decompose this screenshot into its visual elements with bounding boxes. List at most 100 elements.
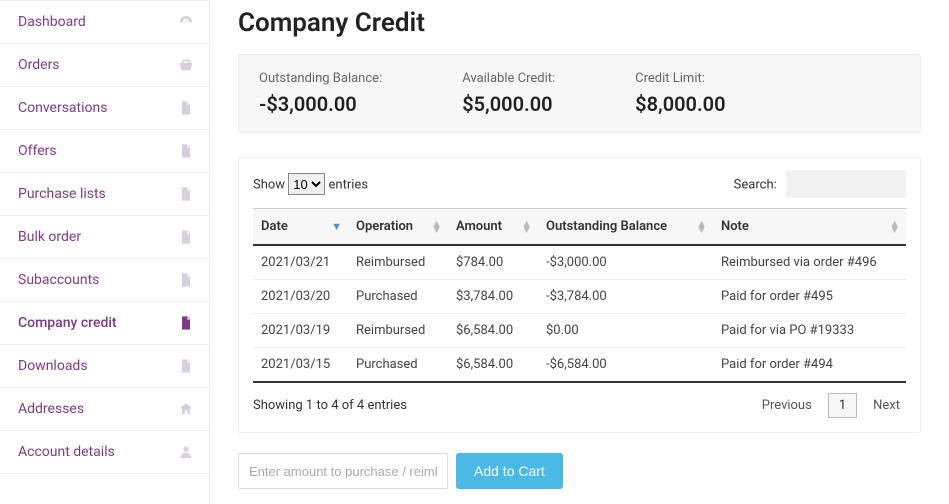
table-info: Showing 1 to 4 of 4 entries — [253, 398, 407, 413]
cell-operation: Reimbursed — [348, 314, 448, 348]
sidebar-item-company-credit[interactable]: Company credit — [0, 302, 209, 345]
cell-balance: $0.00 — [538, 314, 713, 348]
transactions-card: Show 10 entries Search: Date ▼ — [238, 157, 921, 433]
sidebar-item-label: Orders — [18, 57, 60, 73]
add-to-cart-button[interactable]: Add to Cart — [456, 453, 563, 489]
page-size-select[interactable]: 10 — [288, 173, 325, 195]
cell-note: Reimbursed via order #496 — [713, 245, 906, 280]
cell-note: Paid for via PO #19333 — [713, 314, 906, 348]
summary-available-value: $5,000.00 — [462, 92, 555, 116]
summary-outstanding-value: -$3,000.00 — [259, 92, 382, 116]
sidebar-list: Dashboard Orders Conversations Offers Purcha… — [0, 0, 209, 474]
search-label: Search: — [734, 178, 777, 193]
sidebar-item-account-details[interactable]: Account details — [0, 431, 209, 474]
cell-balance: -$3,784.00 — [538, 280, 713, 314]
cell-operation: Purchased — [348, 280, 448, 314]
cell-amount: $6,584.00 — [448, 348, 538, 383]
cell-operation: Purchased — [348, 348, 448, 383]
page-title: Company Credit — [238, 8, 921, 38]
show-entries: Show 10 entries — [253, 173, 368, 195]
doc-icon — [178, 272, 194, 288]
summary-outstanding-label: Outstanding Balance: — [259, 71, 382, 86]
doc-icon — [178, 358, 194, 374]
cell-note: Paid for order #495 — [713, 280, 906, 314]
cell-date: 2021/03/15 — [253, 348, 348, 383]
sort-icon: ▲▼ — [431, 221, 442, 233]
sidebar-item-offers[interactable]: Offers — [0, 130, 209, 173]
home-icon — [178, 401, 194, 417]
col-note[interactable]: Note ▲▼ — [713, 209, 906, 246]
search-input[interactable] — [786, 170, 906, 198]
doc-icon — [178, 143, 194, 159]
cell-date: 2021/03/20 — [253, 280, 348, 314]
user-icon — [178, 444, 194, 460]
search-wrap: Search: — [734, 170, 906, 198]
purchase-actions: Add to Cart — [238, 453, 921, 489]
basket-icon — [178, 57, 194, 73]
cell-balance: -$3,000.00 — [538, 245, 713, 280]
pager-next[interactable]: Next — [867, 394, 906, 417]
sidebar-item-label: Downloads — [18, 358, 88, 374]
credit-summary: Outstanding Balance: -$3,000.00 Availabl… — [238, 54, 921, 133]
doc-icon — [178, 229, 194, 245]
sidebar-item-label: Purchase lists — [18, 186, 106, 202]
sidebar-item-label: Offers — [18, 143, 57, 159]
transactions-body: 2021/03/21Reimbursed$784.00-$3,000.00Rei… — [253, 245, 906, 382]
sidebar-item-conversations[interactable]: Conversations — [0, 87, 209, 130]
sidebar-item-dashboard[interactable]: Dashboard — [0, 0, 209, 44]
table-row: 2021/03/20Purchased$3,784.00-$3,784.00Pa… — [253, 280, 906, 314]
sidebar-item-label: Company credit — [18, 315, 117, 331]
sidebar-item-label: Dashboard — [18, 14, 86, 30]
sidebar-item-subaccounts[interactable]: Subaccounts — [0, 259, 209, 302]
sidebar-item-label: Conversations — [18, 100, 107, 116]
sidebar-item-orders[interactable]: Orders — [0, 44, 209, 87]
cell-amount: $6,584.00 — [448, 314, 538, 348]
show-prefix: Show — [253, 178, 285, 193]
sidebar-item-label: Bulk order — [18, 229, 81, 245]
col-operation[interactable]: Operation ▲▼ — [348, 209, 448, 246]
cell-date: 2021/03/19 — [253, 314, 348, 348]
cell-note: Paid for order #494 — [713, 348, 906, 383]
doc-icon — [178, 100, 194, 116]
dashboard-icon — [178, 14, 194, 30]
cell-amount: $3,784.00 — [448, 280, 538, 314]
doc-icon — [178, 315, 194, 331]
summary-limit: Credit Limit: $8,000.00 — [635, 71, 725, 116]
sort-icon: ▲▼ — [521, 221, 532, 233]
show-suffix: entries — [329, 178, 369, 193]
table-footer: Showing 1 to 4 of 4 entries Previous 1 N… — [253, 393, 906, 418]
sidebar-item-downloads[interactable]: Downloads — [0, 345, 209, 388]
transactions-table: Date ▼ Operation ▲▼ Amount ▲▼ Outstand — [253, 208, 906, 383]
sidebar-item-label: Subaccounts — [18, 272, 99, 288]
cell-date: 2021/03/21 — [253, 245, 348, 280]
main-content: Company Credit Outstanding Balance: -$3,… — [210, 0, 949, 504]
sidebar: Dashboard Orders Conversations Offers Purcha… — [0, 0, 210, 504]
sidebar-item-bulk-order[interactable]: Bulk order — [0, 216, 209, 259]
cell-amount: $784.00 — [448, 245, 538, 280]
pager: Previous 1 Next — [756, 393, 906, 418]
sort-icon: ▼ — [331, 224, 342, 230]
summary-outstanding: Outstanding Balance: -$3,000.00 — [259, 71, 382, 116]
sort-icon: ▲▼ — [696, 221, 707, 233]
col-date[interactable]: Date ▼ — [253, 209, 348, 246]
amount-input[interactable] — [238, 453, 448, 489]
sidebar-item-label: Addresses — [18, 401, 84, 417]
doc-icon — [178, 186, 194, 202]
table-row: 2021/03/19Reimbursed$6,584.00$0.00Paid f… — [253, 314, 906, 348]
col-balance[interactable]: Outstanding Balance ▲▼ — [538, 209, 713, 246]
pager-prev[interactable]: Previous — [756, 394, 818, 417]
summary-available-label: Available Credit: — [462, 71, 555, 86]
summary-limit-value: $8,000.00 — [635, 92, 725, 116]
sidebar-item-purchase-lists[interactable]: Purchase lists — [0, 173, 209, 216]
summary-available: Available Credit: $5,000.00 — [462, 71, 555, 116]
summary-limit-label: Credit Limit: — [635, 71, 725, 86]
table-controls: Show 10 entries Search: — [253, 170, 906, 198]
table-row: 2021/03/15Purchased$6,584.00-$6,584.00Pa… — [253, 348, 906, 383]
sidebar-item-label: Account details — [18, 444, 115, 460]
cell-operation: Reimbursed — [348, 245, 448, 280]
sort-icon: ▲▼ — [889, 221, 900, 233]
table-row: 2021/03/21Reimbursed$784.00-$3,000.00Rei… — [253, 245, 906, 280]
sidebar-item-addresses[interactable]: Addresses — [0, 388, 209, 431]
pager-current[interactable]: 1 — [828, 393, 857, 418]
col-amount[interactable]: Amount ▲▼ — [448, 209, 538, 246]
